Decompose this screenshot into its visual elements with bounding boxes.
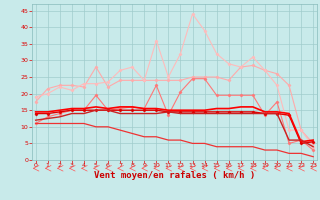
X-axis label: Vent moyen/en rafales ( km/h ): Vent moyen/en rafales ( km/h ) xyxy=(94,171,255,180)
